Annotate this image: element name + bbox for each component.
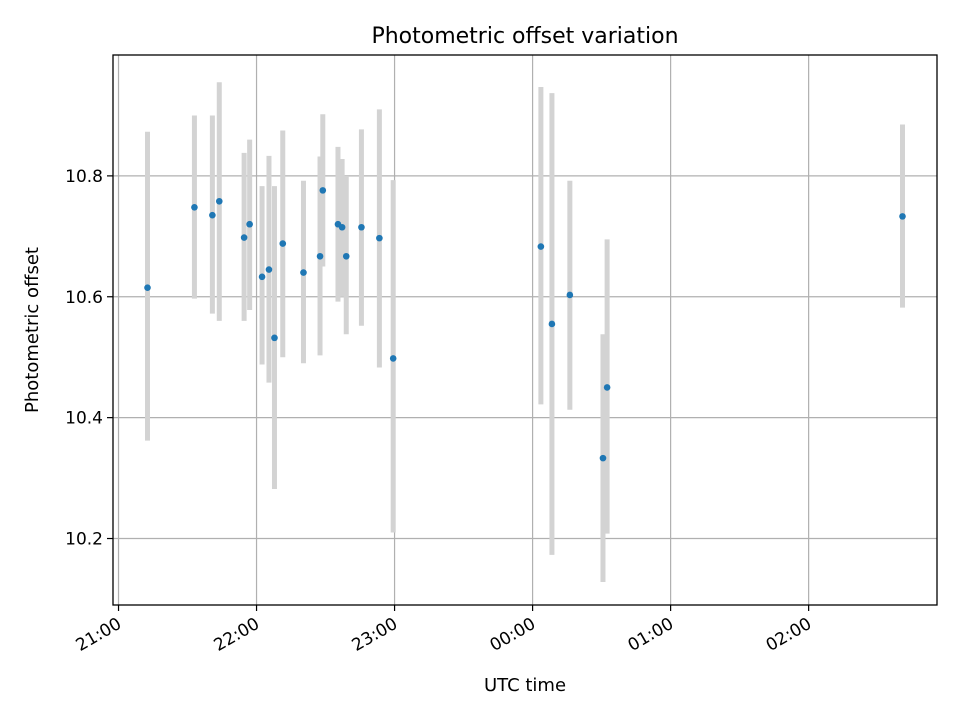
data-point <box>899 213 906 220</box>
data-point <box>316 252 324 260</box>
plot-area <box>113 55 937 605</box>
data-point <box>279 240 287 247</box>
y-axis-label: Photometric offset <box>22 247 43 413</box>
data-point <box>376 234 383 242</box>
x-axis-label: UTC time <box>484 675 566 696</box>
data-point <box>319 187 327 194</box>
data-point <box>215 197 223 205</box>
chart-title: Photometric offset variation <box>371 24 678 49</box>
data-point <box>603 384 611 391</box>
data-point <box>144 284 151 291</box>
data-point <box>265 266 273 273</box>
y-tick-label: 10.6 <box>65 288 103 308</box>
y-tick-label: 10.4 <box>65 409 103 429</box>
y-axis: 10.2 10.4 10.6 10.8 <box>65 167 113 550</box>
data-points <box>144 187 906 462</box>
y-tick-label: 10.8 <box>65 167 103 187</box>
data-point <box>342 252 350 260</box>
data-point <box>246 220 253 228</box>
data-point <box>258 273 266 281</box>
data-point <box>537 243 545 250</box>
data-point <box>240 234 248 241</box>
data-point <box>389 355 397 362</box>
data-point <box>338 223 346 231</box>
plot-frame <box>112 54 938 606</box>
y-tick-label: 10.2 <box>65 530 103 550</box>
data-point <box>191 204 198 211</box>
data-point <box>548 320 556 328</box>
data-point <box>300 269 307 276</box>
data-point <box>566 291 574 299</box>
data-point <box>358 223 365 231</box>
data-point <box>209 211 216 219</box>
data-point <box>271 334 278 342</box>
data-point <box>599 454 607 462</box>
